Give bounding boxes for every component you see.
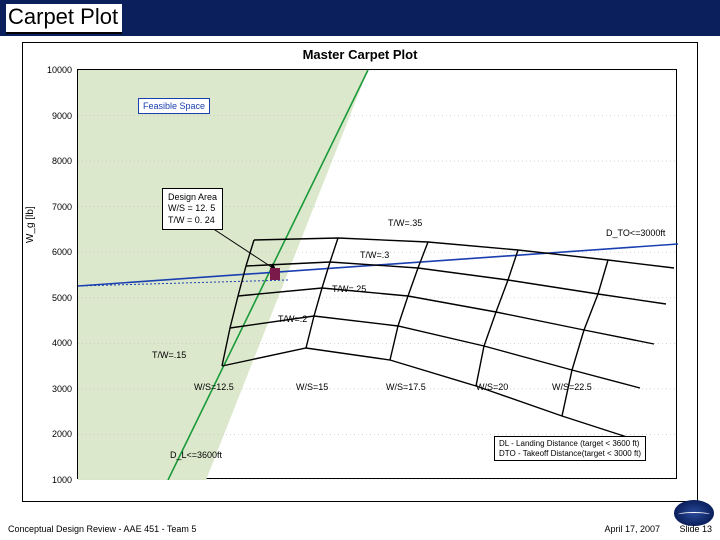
slide-title: Carpet Plot bbox=[6, 4, 122, 34]
y-axis-label: W_g [lb] bbox=[25, 206, 36, 243]
curve-label: W/S=20 bbox=[476, 382, 508, 392]
curve-label: T/W=.25 bbox=[332, 284, 366, 294]
y-tick-label: 8000 bbox=[32, 156, 72, 166]
y-tick-label: 6000 bbox=[32, 247, 72, 257]
curve-label: W/S=17.5 bbox=[386, 382, 426, 392]
legend-box: DL - Landing Distance (target < 3600 ft)… bbox=[494, 436, 646, 461]
chart-title: Master Carpet Plot bbox=[23, 47, 697, 62]
legend-line: DTO - Takeoff Distance(target < 3000 ft) bbox=[499, 449, 641, 459]
team-logo-icon bbox=[674, 500, 714, 526]
curve-label: W/S=12.5 bbox=[194, 382, 234, 392]
curve-label: T/W=.2 bbox=[278, 314, 307, 324]
footer-left: Conceptual Design Review - AAE 451 - Tea… bbox=[8, 524, 196, 534]
y-tick-label: 4000 bbox=[32, 338, 72, 348]
footer-date: April 17, 2007 bbox=[604, 524, 660, 534]
curve-label: T/W=.15 bbox=[152, 350, 186, 360]
y-tick-label: 3000 bbox=[32, 384, 72, 394]
curve-label: W/S=15 bbox=[296, 382, 328, 392]
y-tick-label: 5000 bbox=[32, 293, 72, 303]
footer-slide-number: Slide 13 bbox=[679, 524, 712, 534]
design-area-line: T/W = 0. 24 bbox=[168, 215, 217, 226]
design-point-marker bbox=[270, 268, 280, 280]
curve-label: D_TO<=3000ft bbox=[606, 228, 665, 238]
title-bar: Carpet Plot bbox=[0, 0, 720, 36]
y-tick-label: 7000 bbox=[32, 202, 72, 212]
design-area-line: Design Area bbox=[168, 192, 217, 203]
curve-label: D_L<=3600ft bbox=[170, 450, 222, 460]
slide: Carpet Plot Master Carpet Plot W_g [lb] … bbox=[0, 0, 720, 540]
design-area-box: Design Area W/S = 12. 5 T/W = 0. 24 bbox=[162, 188, 223, 230]
feasible-space-label: Feasible Space bbox=[138, 98, 210, 114]
y-tick-label: 2000 bbox=[32, 429, 72, 439]
plot-svg bbox=[78, 70, 678, 480]
axes-box: 1000200030004000500060007000800090001000… bbox=[77, 69, 677, 479]
y-tick-label: 1000 bbox=[32, 475, 72, 485]
design-area-line: W/S = 12. 5 bbox=[168, 203, 217, 214]
curve-label: W/S=22.5 bbox=[552, 382, 592, 392]
curve-label: T/W=.35 bbox=[388, 218, 422, 228]
y-tick-label: 9000 bbox=[32, 111, 72, 121]
legend-line: DL - Landing Distance (target < 3600 ft) bbox=[499, 439, 641, 449]
plot-frame: Master Carpet Plot W_g [lb] 100020003000… bbox=[22, 42, 698, 502]
y-tick-label: 10000 bbox=[32, 65, 72, 75]
curve-label: T/W=.3 bbox=[360, 250, 389, 260]
